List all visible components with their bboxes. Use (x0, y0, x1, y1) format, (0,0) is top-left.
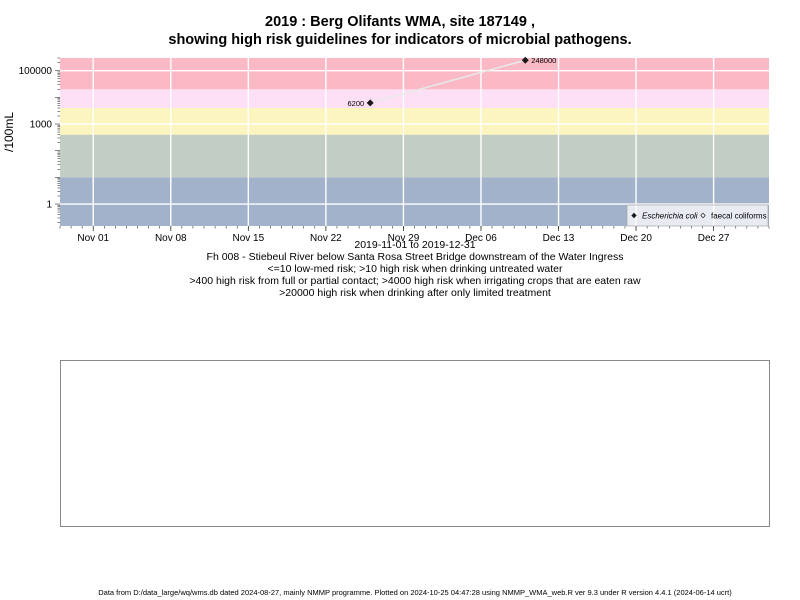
legend-label: faecal coliforms (711, 211, 767, 220)
x-tick-label: Nov 01 (77, 233, 109, 244)
risk-band-4 (60, 58, 769, 90)
data-source-footer: Data from D:/data_large/wq/wms.db dated … (98, 588, 732, 597)
x-tick-label: Dec 27 (698, 233, 730, 244)
empty-plot-panel (60, 360, 770, 527)
chart-subtitle: showing high risk guidelines for indicat… (168, 32, 632, 48)
risk-guideline-1: <=10 low-med risk; >10 high risk when dr… (267, 263, 563, 275)
data-label: 6200 (348, 99, 365, 108)
y-tick-label: 1 (46, 200, 52, 211)
risk-band-3 (60, 89, 769, 108)
y-axis-label: /100mL (2, 112, 16, 152)
data-point (366, 99, 374, 107)
axes: Nov 01 Nov 08 Nov 15 Nov 22 Nov 29 Dec 06 Dec … (19, 57, 770, 244)
legend-marker (700, 212, 706, 219)
risk-band-2 (60, 107, 769, 135)
y-tick-label: 100000 (19, 66, 53, 77)
grid-lines (60, 58, 769, 226)
risk-band-1 (60, 134, 769, 178)
risk-bands (60, 58, 769, 226)
data-label: 248000 (531, 56, 556, 65)
y-tick-label: 1000 (30, 120, 53, 131)
x-tick-label: Nov 22 (310, 233, 342, 244)
x-tick-label: Dec 06 (465, 233, 497, 244)
legend: Escherichia coli faecal coliforms (626, 204, 769, 227)
risk-guideline-2: >400 high risk from full or partial cont… (189, 275, 641, 287)
series-line (369, 59, 526, 104)
x-tick-label: Nov 08 (155, 233, 187, 244)
x-tick-label: Dec 20 (620, 233, 652, 244)
site-description-caption: Fh 008 - Stiebeul River below Santa Rosa… (206, 251, 624, 263)
series-lines (369, 59, 526, 104)
x-tick-label: Dec 13 (543, 233, 575, 244)
legend-marker (631, 212, 637, 219)
chart-title: 2019 : Berg Olifants WMA, site 187149 , (265, 14, 535, 30)
legend-label: Escherichia coli (642, 211, 698, 220)
data-points: 6200 248000 (348, 56, 557, 108)
date-range-caption: 2019-11-01 to 2019-12-31 (354, 239, 476, 251)
x-tick-label: Nov 29 (388, 233, 420, 244)
x-tick-label: Nov 15 (232, 233, 264, 244)
risk-guideline-3: >20000 high risk when drinking after onl… (279, 287, 551, 299)
data-point (521, 56, 529, 64)
